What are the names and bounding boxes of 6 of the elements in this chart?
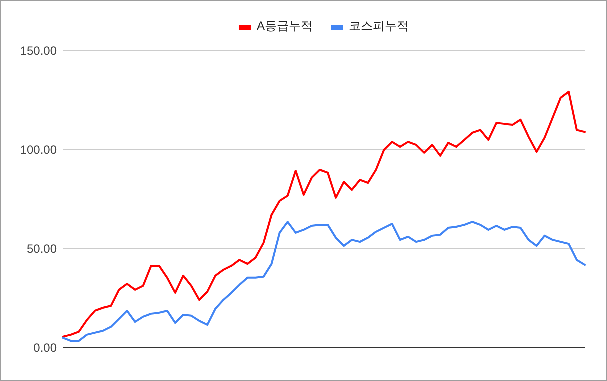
legend-label: 코스피누적 xyxy=(349,19,410,33)
y-tick-label: 50.00 xyxy=(26,242,58,256)
legend-label: A등급누적 xyxy=(256,19,314,33)
y-tick-label: 150.00 xyxy=(20,44,58,58)
y-tick-label: 100.00 xyxy=(20,143,58,157)
y-tick-label: 0.00 xyxy=(34,341,58,355)
